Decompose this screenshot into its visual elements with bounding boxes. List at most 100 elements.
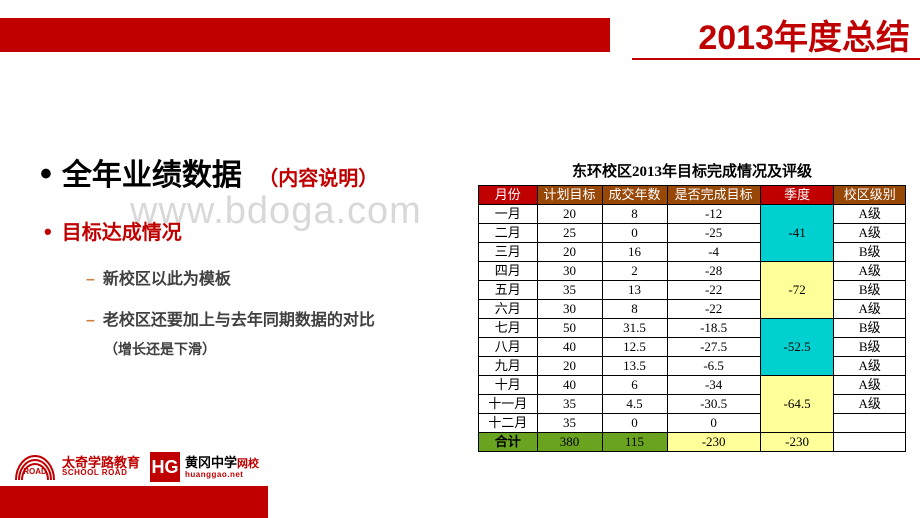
table-row: 三月2016-4B级 [479,243,906,262]
table-cell: 十二月 [479,414,538,433]
header-accent-bar [0,18,610,52]
grade-cell: A级 [834,376,906,395]
table-cell: 20 [537,357,602,376]
grade-cell [834,414,906,433]
quarter-cell: -41 [760,205,834,262]
headline-note: （内容说明） [258,168,378,190]
hg-block-icon: HG [150,452,180,482]
table-header-cell: 季度 [760,186,834,205]
table-row: 四月302-28-72A级 [479,262,906,281]
table-cell: 七月 [479,319,538,338]
logo-school-road: ROAD 太奇学路教育 SCHOOL ROAD [14,450,140,482]
table-cell: 2 [602,262,667,281]
table-cell: -4 [667,243,760,262]
grade-cell: A级 [834,262,906,281]
grade-cell: A级 [834,300,906,319]
table-cell: 六月 [479,300,538,319]
table-cell: 35 [537,281,602,300]
bullet-icon: • [40,155,52,193]
table-row: 八月4012.5-27.5B级 [479,338,906,357]
table-cell: 13.5 [602,357,667,376]
dash-icon: – [86,271,95,288]
grade-cell: B级 [834,338,906,357]
table-cell: 13 [602,281,667,300]
table-header-row: 月份计划目标成交年数是否完成目标季度校区级别 [479,186,906,205]
table-cell: -30.5 [667,395,760,414]
table-cell: -22 [667,300,760,319]
table-header-cell: 是否完成目标 [667,186,760,205]
sub3-paren: （增长还是下滑） [104,338,460,362]
hg-logo-en: huanggao.net [185,471,259,479]
sub3-row: –老校区还要加上与去年同期数据的对比 （增长还是下滑） [86,307,460,362]
table-cell: 35 [537,395,602,414]
road-arch-icon: ROAD [14,450,56,482]
table-cell: -25 [667,224,760,243]
headline-row: • 全年业绩数据 （内容说明） [40,150,460,194]
table-row: 五月3513-22B级 [479,281,906,300]
table-row: 一月208-12-41A级 [479,205,906,224]
table-cell: 30 [537,300,602,319]
quarter-cell: -72 [760,262,834,319]
grade-cell: B级 [834,319,906,338]
table-cell: 二月 [479,224,538,243]
table-total-row: 合计380115-230-230 [479,433,906,452]
sub1-text: 目标达成情况 [62,222,182,244]
table-cell: 0 [602,224,667,243]
table-cell: 十月 [479,376,538,395]
headline-text: 全年业绩数据 [62,159,242,192]
grade-cell: B级 [834,281,906,300]
dash-icon: – [86,312,95,329]
table-header-cell: 成交年数 [602,186,667,205]
sub3-text: 老校区还要加上与去年同期数据的对比 [103,312,375,329]
table-row: 七月5031.5-18.5-52.5B级 [479,319,906,338]
table-row: 二月250-25 A级 [479,224,906,243]
total-cell: -230 [760,433,834,452]
table-cell: 五月 [479,281,538,300]
logo-huanggao: HG 黄冈中学网校 huanggao.net [150,452,259,482]
table-cell: 0 [667,414,760,433]
svg-text:ROAD: ROAD [23,467,47,476]
table-cell: 8 [602,300,667,319]
table-cell: 八月 [479,338,538,357]
table-cell: 0 [602,414,667,433]
table-row: 九月2013.5-6.5 A级 [479,357,906,376]
hg-cn-row: 黄冈中学网校 [185,455,259,471]
table-cell: -27.5 [667,338,760,357]
table-cell: 12.5 [602,338,667,357]
table-header-cell: 月份 [479,186,538,205]
road-logo-en: SCHOOL ROAD [62,469,140,477]
data-table: 月份计划目标成交年数是否完成目标季度校区级别 一月208-12-41A级二月25… [478,185,906,452]
table-cell: 8 [602,205,667,224]
content-left-block: •全年业绩数据 （内容说明） •目标达成情况 –新校区以此为模板 –老校区还要加… [40,150,460,362]
table-cell: 50 [537,319,602,338]
hg-text-block: 黄冈中学网校 huanggao.net [185,455,259,479]
table-caption: 东环校区2013年目标完成情况及评级 [478,160,906,181]
road-text-block: 太奇学路教育 SCHOOL ROAD [62,456,140,477]
table-row: 六月308-22 A级 [479,300,906,319]
sub1-row: •目标达成情况 [44,216,460,245]
total-cell [834,433,906,452]
table-cell: 一月 [479,205,538,224]
sub2-text: 新校区以此为模板 [103,271,231,288]
footer-accent-bar [0,486,268,518]
total-cell: 380 [537,433,602,452]
page-title: 2013年度总结 [698,10,910,59]
table-header-cell: 校区级别 [834,186,906,205]
quarter-cell: -64.5 [760,376,834,433]
road-logo-cn: 太奇学路教育 [62,456,140,469]
total-cell: 115 [602,433,667,452]
footer-logos: ROAD 太奇学路教育 SCHOOL ROAD HG 黄冈中学网校 huangg… [14,450,259,482]
table-row: 十二月3500 [479,414,906,433]
table-cell: 20 [537,205,602,224]
table-cell: 6 [602,376,667,395]
table-row: 十一月354.5-30.5A级 [479,395,906,414]
grade-cell: A级 [834,357,906,376]
table-cell: 九月 [479,357,538,376]
table-cell: 25 [537,224,602,243]
table-cell: 三月 [479,243,538,262]
grade-cell: A级 [834,224,906,243]
table-cell: 十一月 [479,395,538,414]
table-cell: -6.5 [667,357,760,376]
grade-cell: B级 [834,243,906,262]
table-cell: 20 [537,243,602,262]
